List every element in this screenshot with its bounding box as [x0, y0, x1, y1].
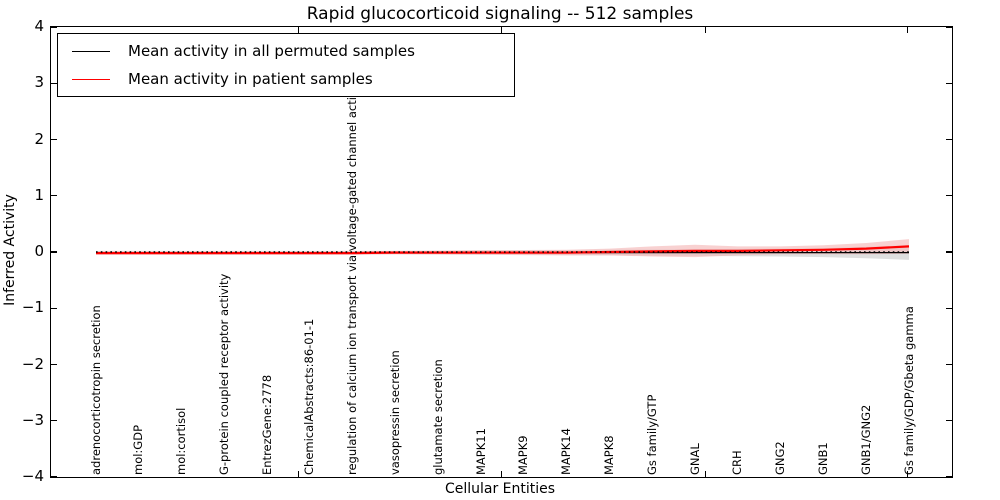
x-tick-label: glutamate secretion: [430, 359, 445, 475]
y-tick-label: −3: [21, 410, 44, 429]
y-tick-mark: [51, 251, 57, 253]
x-axis-title: Cellular Entities: [444, 481, 556, 497]
y-tick-mark: [946, 251, 952, 253]
x-tick-label: CRH: [730, 450, 745, 475]
y-tick-mark: [946, 420, 952, 422]
x-tick-mark: [500, 27, 503, 33]
legend-line-sample-black: [72, 50, 110, 52]
y-tick-mark: [946, 307, 952, 309]
y-tick-label: −4: [21, 467, 44, 485]
y-tick-mark: [51, 138, 57, 141]
y-tick-label: −1: [21, 298, 44, 317]
legend-label: Mean activity in patient samples: [128, 70, 373, 88]
y-tick-mark: [946, 363, 952, 366]
x-tick-mark: [704, 27, 706, 33]
x-tick-label: regulation of calcium ion transport via …: [345, 75, 360, 475]
x-tick-label: Gs family/GDP/Gbeta gamma: [901, 306, 916, 475]
y-tick-label: 2: [34, 129, 44, 148]
x-tick-label: EntrezGene:2778: [259, 374, 274, 475]
x-tick-mark: [500, 471, 503, 477]
chart-canvas: [96, 239, 910, 260]
x-tick-label: GNG2: [773, 441, 788, 475]
plot-area: adrenocorticotropin secretion mol:GDP mol:…: [50, 26, 953, 478]
y-tick-mark: [51, 307, 57, 309]
x-tick-label: GNB1/GNG2: [858, 404, 873, 475]
x-tick-label: GNAL: [687, 443, 702, 475]
legend-line-sample-red: [72, 78, 110, 80]
y-tick-mark: [946, 476, 952, 478]
y-tick-mark: [51, 363, 57, 366]
x-tick-label: GNB1: [815, 442, 830, 475]
y-tick-mark: [51, 26, 57, 28]
x-tick-label: MAPK9: [516, 435, 531, 475]
x-tick-mark: [907, 471, 909, 477]
y-tick-label: 4: [34, 17, 44, 35]
series-mean-activity-in-patient-samples: [96, 245, 910, 255]
x-tick-mark: [298, 471, 300, 477]
y-tick-label: 1: [34, 185, 44, 204]
y-tick-mark: [51, 420, 57, 422]
x-tick-mark: [704, 471, 706, 477]
x-tick-label: Gs family/GTP: [644, 394, 659, 475]
x-tick-mark: [298, 27, 300, 33]
y-tick-label: 0: [34, 242, 44, 260]
y-tick-mark: [946, 195, 952, 197]
legend-entry-permuted: Mean activity in all permuted samples: [58, 38, 514, 64]
x-tick-mark: [907, 27, 909, 33]
y-tick-label: −2: [21, 354, 44, 373]
legend-entry-patient: Mean activity in patient samples: [58, 66, 514, 92]
x-tick-label: MAPK8: [602, 435, 616, 475]
chart-title: Rapid glucocorticoid signaling -- 512 sa…: [306, 4, 694, 24]
x-tick-label: mol:cortisol: [174, 407, 189, 475]
x-tick-label: adrenocorticotropin secretion: [88, 305, 103, 475]
y-tick-mark: [51, 82, 57, 84]
x-tick-label: mol:GDP: [131, 424, 146, 475]
y-tick-label: 3: [34, 73, 44, 92]
x-tick-label: MAPK11: [473, 428, 488, 475]
x-tick-label: G-protein coupled receptor activity: [216, 273, 231, 475]
y-tick-mark: [946, 138, 952, 141]
y-tick-mark: [51, 195, 57, 197]
y-tick-mark: [946, 26, 952, 28]
x-tick-label: vasopressin secretion: [388, 350, 402, 475]
y-tick-mark: [946, 82, 952, 84]
legend-label: Mean activity in all permuted samples: [128, 42, 415, 60]
legend: Mean activity in all permuted samples Me…: [57, 33, 515, 97]
x-tick-label: ChemicalAbstracts:86-01-1: [302, 318, 317, 475]
y-tick-mark: [51, 476, 57, 478]
x-tick-label: MAPK14: [559, 428, 574, 475]
